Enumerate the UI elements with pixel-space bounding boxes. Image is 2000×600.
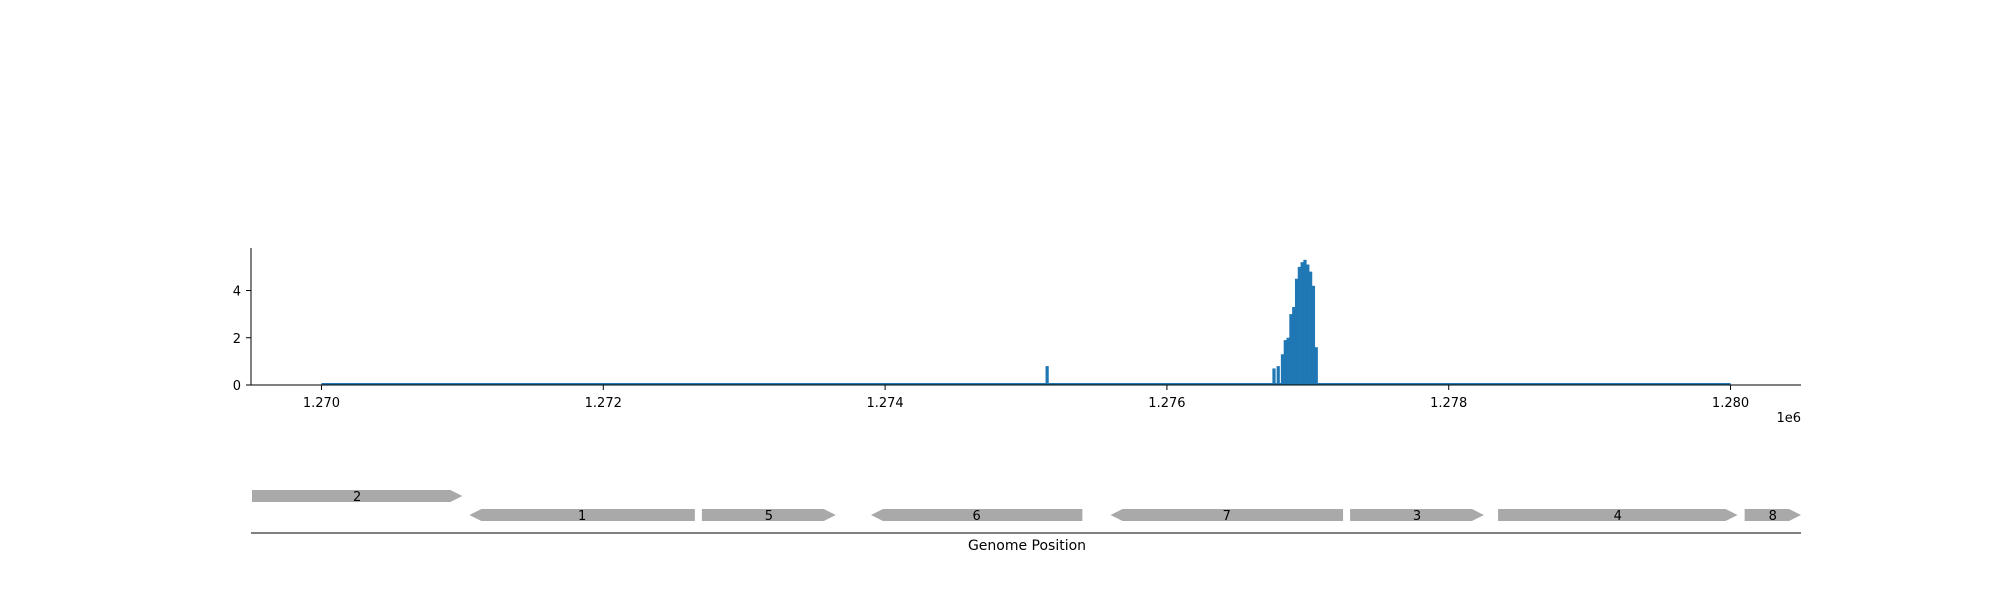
gene-arrow: [701, 509, 836, 521]
gene-label: 3: [1413, 509, 1421, 524]
gene-label: 4: [1614, 509, 1622, 524]
gene-arrow: [469, 509, 695, 521]
coverage-bar: [1292, 307, 1296, 385]
coverage-bar: [1280, 354, 1285, 385]
coverage-bar: [1272, 368, 1276, 385]
x-tick-label: 1.270: [303, 396, 340, 411]
x-tick-label: 1.276: [1148, 396, 1185, 411]
gene-arrow: [1110, 509, 1344, 521]
gene-arrow: [871, 509, 1083, 521]
gene-arrow: [252, 490, 463, 502]
coverage-bar: [1297, 266, 1301, 385]
coverage-bar: [1306, 264, 1310, 385]
coverage-bar: [1309, 271, 1313, 385]
coverage-bar: [1045, 366, 1049, 385]
gene-label: 7: [1223, 509, 1231, 524]
coverage-bar: [1283, 340, 1287, 385]
coverage-bar: [1314, 347, 1318, 385]
x-tick-label: 1.274: [866, 396, 903, 411]
gene-label: 2: [353, 490, 361, 505]
x-tick-label: 1.278: [1430, 396, 1467, 411]
coverage-bar: [1294, 278, 1299, 385]
coverage-bar: [1311, 285, 1316, 385]
gene-label: 6: [973, 509, 981, 524]
gene-label: 8: [1769, 509, 1777, 524]
coverage-bar: [1289, 314, 1293, 385]
y-tick-label: 4: [233, 285, 241, 300]
coverage-bar: [1286, 337, 1290, 385]
gene-track: 2 1 5 6 7 3 4 8 Genome Position: [251, 490, 1801, 554]
x-offset-label: 1e6: [1776, 411, 1801, 426]
coverage-bar: [1300, 262, 1304, 385]
gene-label: 5: [765, 509, 773, 524]
gene-arrow: [1350, 509, 1484, 521]
y-tick-label: 0: [233, 379, 241, 394]
coverage-plot: 0 2 4 1.270 1.272 1.274 1.276 1.278 1.280 1e6: [233, 248, 1801, 426]
gene-arrow: [1744, 509, 1801, 521]
x-tick-label: 1.280: [1712, 396, 1749, 411]
coverage-bar: [1303, 259, 1307, 385]
x-tick-label: 1.272: [585, 396, 622, 411]
x-axis-label: Genome Position: [968, 538, 1086, 554]
gene-label: 1: [578, 509, 586, 524]
y-tick-label: 2: [233, 332, 241, 347]
coverage-bar: [1276, 366, 1280, 385]
gene-arrow: [1498, 509, 1738, 521]
